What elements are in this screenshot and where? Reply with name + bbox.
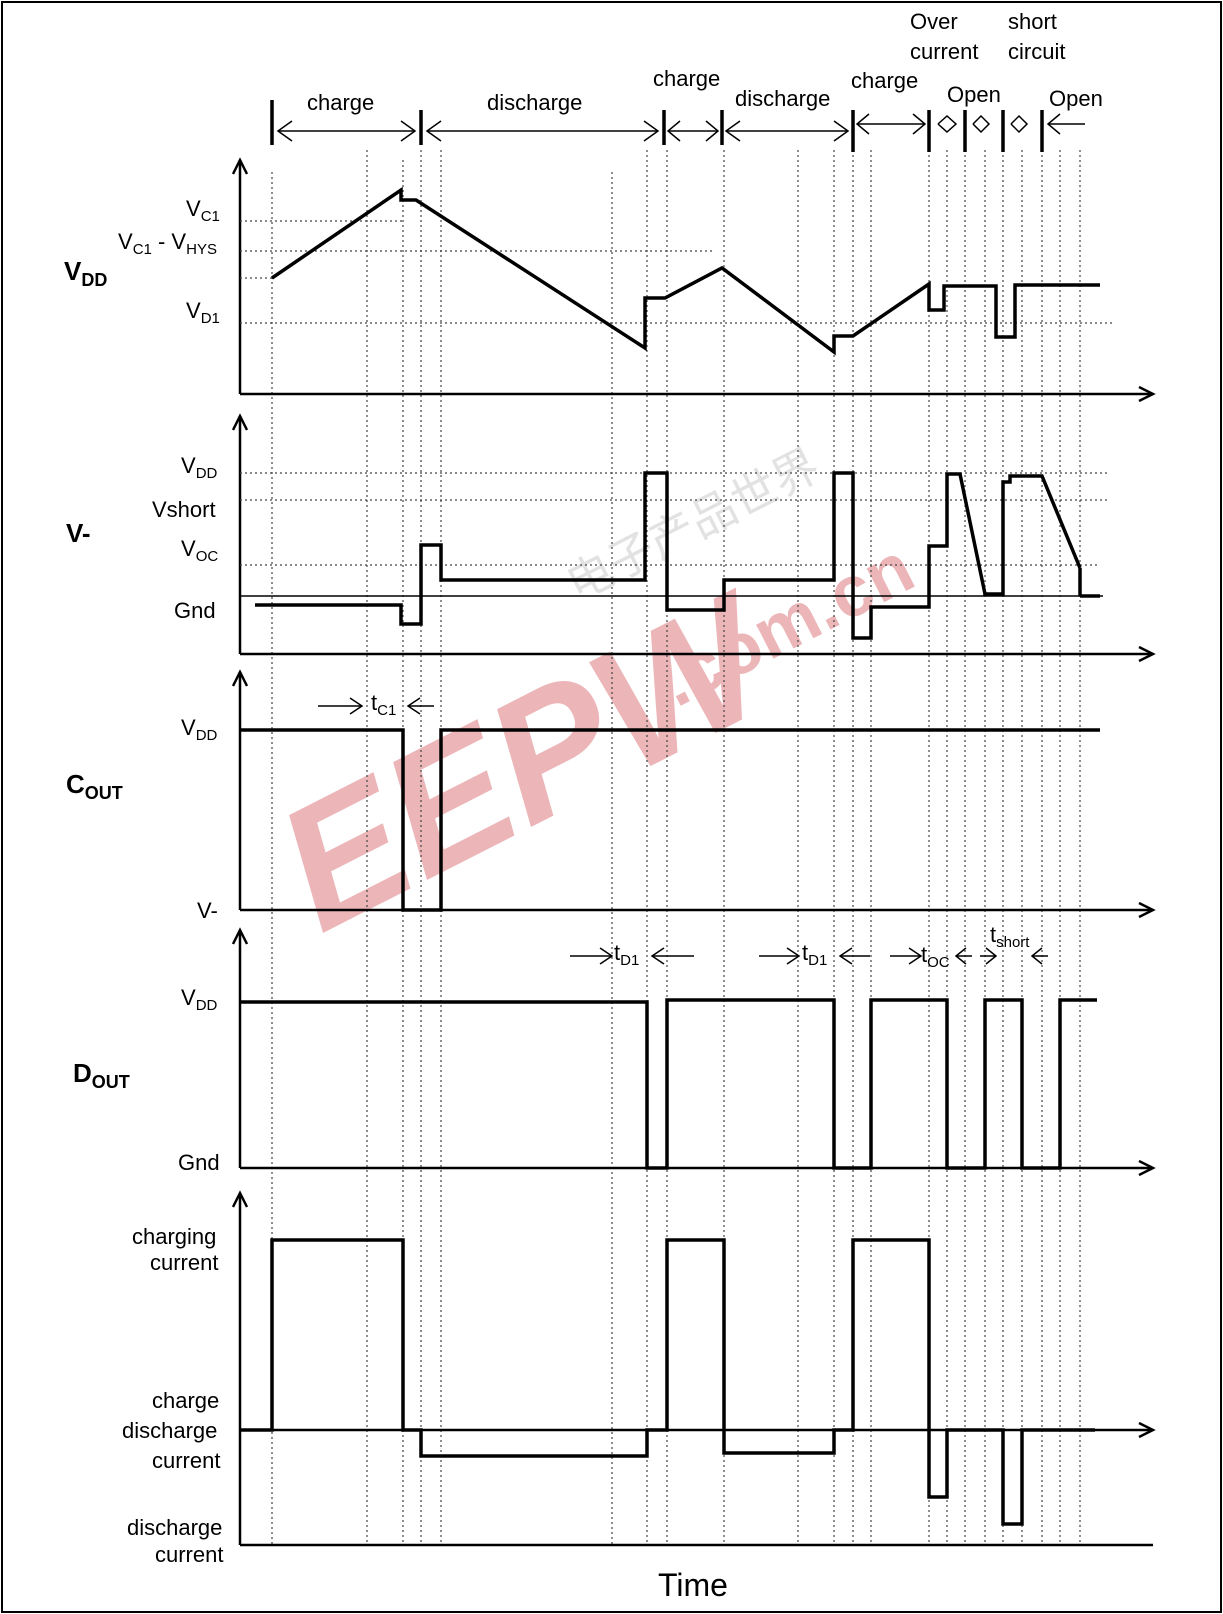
phase-open-2: Open [1049,86,1103,111]
dout-waveform [240,998,1097,1170]
cout-level-vdd: VDD [181,715,218,744]
dout-timing-td1-a: tD1 [614,940,639,969]
phase-short-circuit-2: circuit [1008,39,1065,64]
phase-charge-2: charge [653,66,720,91]
dout-timing-td1-b: tD1 [802,940,827,969]
cout-timing-tc1-label: tC1 [371,690,396,719]
vminus-level-vshort: Vshort [152,497,216,522]
phase-over-current-1: Over [910,9,958,34]
vdd-waveform [271,186,1100,356]
vminus-title: V- [66,518,91,548]
dout-level-vdd: VDD [181,985,218,1014]
vminus-level-vdd: VDD [181,453,218,482]
phase-charge-1: charge [307,90,374,115]
current-level-zero-3: current [152,1448,220,1473]
current-level-zero-2: discharge [122,1418,217,1443]
cout-level-vminus: V- [197,898,218,923]
phase-short-circuit-1: short [1008,9,1057,34]
vdd-level-vc1-vhys: VC1 - VHYS [118,229,217,258]
phase-over-current-2: current [910,39,978,64]
panel-current: charging current charge discharge curren… [122,1190,1156,1567]
cout-waveform [240,728,1100,912]
x-axis-label: Time [658,1567,728,1603]
current-level-charging-1: charging [132,1224,216,1249]
vminus-waveform [255,471,1082,640]
watermark: EEPW .com.cn 电子产品世界 [249,439,926,968]
phase-discharge-2: discharge [735,86,830,111]
cout-title: COUT [66,769,123,803]
dout-timing-tshort: tshort [990,922,1030,951]
phase-header: charge discharge charge discharge charge… [270,9,1103,152]
time-grid [271,150,1081,1545]
panel-cout: tC1 COUT VDD V- [66,669,1156,923]
panel-vdd: VDD VC1 VC1 - VHYS VD1 [64,157,1156,403]
dout-level-gnd: Gnd [178,1150,220,1175]
vdd-title: VDD [64,256,107,290]
phase-discharge-1: discharge [487,90,582,115]
cout-timing-tc1 [318,697,434,715]
current-level-charging-2: current [150,1250,218,1275]
phase-charge-3: charge [851,68,918,93]
current-waveform [240,1238,1095,1526]
vminus-level-gnd: Gnd [174,598,216,623]
current-level-zero-1: charge [152,1388,219,1413]
current-level-discharge-2: current [155,1542,223,1567]
vminus-level-voc: VOC [181,536,218,565]
current-level-discharge-1: discharge [127,1515,222,1540]
dout-title: DOUT [73,1058,130,1092]
vdd-level-vd1: VD1 [186,298,220,327]
phase-open-1: Open [947,82,1001,107]
dout-timing-arrows [570,947,1048,965]
vdd-level-vc1: VC1 [186,196,220,225]
panel-vminus: V- VDD Vshort VOC Gnd [66,413,1156,663]
dout-timing-toc: tOC [921,942,950,971]
panel-dout: tD1 tD1 tOC tshort DOUT VDD Gnd [73,922,1156,1177]
